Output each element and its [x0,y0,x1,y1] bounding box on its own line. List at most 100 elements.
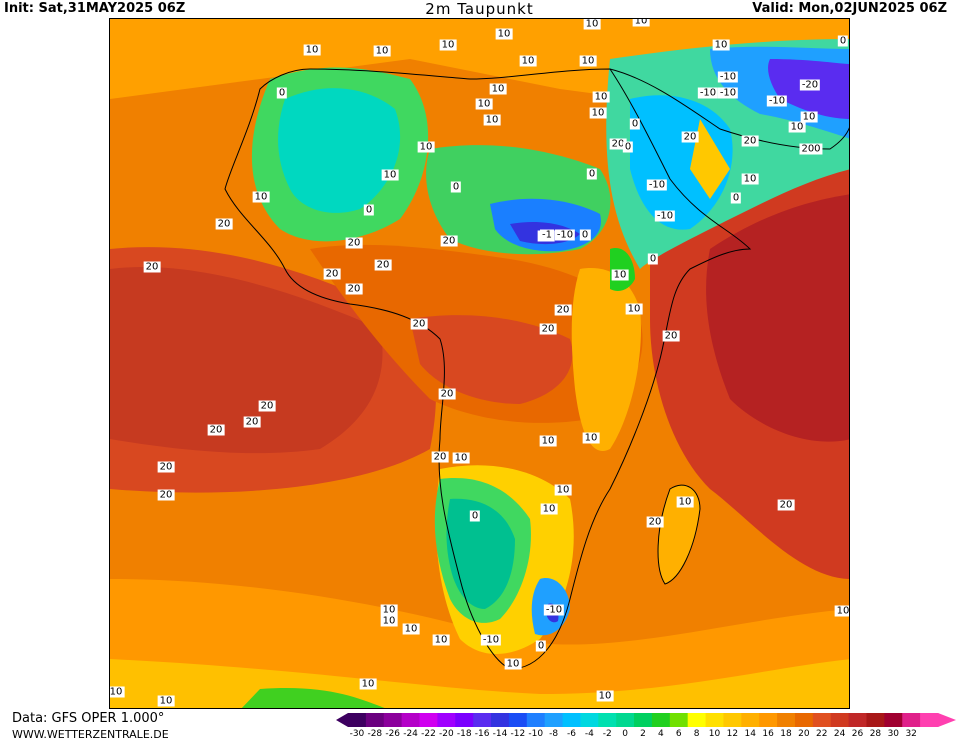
contour-label: 20 [662,330,680,342]
legend-swatch [687,713,707,727]
contour-label: 20 [609,138,627,150]
contour-label: 10 [834,605,850,617]
contour-label: 20 [345,283,363,295]
legend-swatch [902,713,921,727]
legend-tick-label: -26 [385,729,401,739]
legend-arrow-left [336,713,348,727]
legend-tick-label: 18 [780,729,792,739]
legend-swatch [812,713,832,727]
contour-label: 0 [450,181,462,193]
contour-label: 10 [632,19,650,27]
legend-tick-label: -10 [528,729,544,739]
africa-coastline [224,68,752,670]
contour-label: 10 [495,28,513,40]
contour-label: 0 [469,510,481,522]
contour-label: 20 [157,461,175,473]
legend-swatch [616,713,635,727]
contour-label: 10 [157,695,175,707]
legend-tick-label: 2 [640,729,646,739]
contour-label: 20 [410,318,428,330]
legend-swatch [562,713,581,727]
contour-label: 10 [712,39,730,51]
contour-label: 10 [489,83,507,95]
madagascar-coastline [657,484,701,585]
legend-tick-label: 28 [869,729,882,739]
legend-tick-label: 6 [675,729,682,739]
contour-label: 10 [380,615,398,627]
legend-tick-label: -20 [438,729,454,739]
map-canvas [110,19,849,708]
legend-tick-label: 24 [833,729,846,739]
contour-label: 10 [540,503,558,515]
dewpoint-map: 10 10 10 10 10 10 10 10 10 10 0 10 10 10… [109,18,850,709]
contour-label: 20 [431,451,449,463]
east-highlands [571,268,641,451]
legend-swatch [419,713,438,727]
valid-time: Valid: Mon,02JUN2025 06Z [752,1,947,16]
south-green-patch [241,688,385,708]
contour-label: -10 [766,95,788,107]
legend-tick-label: -28 [367,729,383,739]
contour-label: 10 [417,141,435,153]
legend-swatch [669,713,689,727]
contour-label: 10 [475,98,493,110]
contour-label: 20 [440,235,458,247]
contour-label: 20 [777,499,795,511]
contour-label: 10 [402,623,420,635]
contour-label: 0 [730,192,742,204]
contour-label: 10 [439,39,457,51]
legend-swatch [723,713,742,727]
contour-label: 20 [157,489,175,501]
kalahari-drier [446,498,515,609]
contour-label: 200 [799,143,823,155]
legend-tick-label: -4 [584,729,594,739]
legend-tick-label: 8 [693,729,700,739]
contour-label: -10 [480,634,502,646]
legend-swatch [884,713,903,727]
contour-label: 10 [554,484,572,496]
legend-swatch [365,713,385,727]
legend-bar [336,713,956,727]
contour-label: 0 [363,204,375,216]
contour-label: -10 [697,87,719,99]
contour-label: 10 [381,169,399,181]
contour-label: 10 [611,269,629,281]
contour-label: 10 [676,496,694,508]
contour-label: 20 [345,237,363,249]
legend-swatch [759,713,778,727]
contour-label: 20 [215,218,233,230]
legend-tick-label: 12 [726,729,739,739]
contour-label: 20 [258,400,276,412]
legend-arrow-right [938,713,956,727]
contour-label: 20 [681,131,699,143]
contour-label: 0 [629,118,641,130]
madagascar [658,485,700,584]
legend-swatch [526,713,546,727]
legend-tick-label: -24 [403,729,418,739]
contour-label: 10 [359,678,377,690]
congo-basin [410,315,573,404]
contour-label: 20 [646,516,664,528]
contour-label: 10 [109,686,125,698]
legend-swatch [634,713,653,727]
contour-label: 20 [741,135,759,147]
legend-tick-label: 0 [622,729,628,739]
contour-label: 10 [592,91,610,103]
legend-swatch [794,713,814,727]
contour-label: 10 [741,173,759,185]
legend-swatch [705,713,724,727]
contour-label: 10 [589,107,607,119]
data-source: Data: GFS OPER 1.000° [12,711,165,726]
legend-tick-label: 4 [658,729,664,739]
legend-swatch [473,713,492,727]
legend-swatch [383,713,403,727]
contour-label: 20 [143,261,161,273]
contour-label: 10 [380,604,398,616]
legend-tick-label: 30 [887,729,900,739]
contour-label: -10 [554,229,576,241]
contour-label: -10 [717,71,739,83]
legend-swatch [848,713,867,727]
north-region [110,19,849,139]
legend-swatch [777,713,796,727]
contour-label: 10 [582,432,600,444]
